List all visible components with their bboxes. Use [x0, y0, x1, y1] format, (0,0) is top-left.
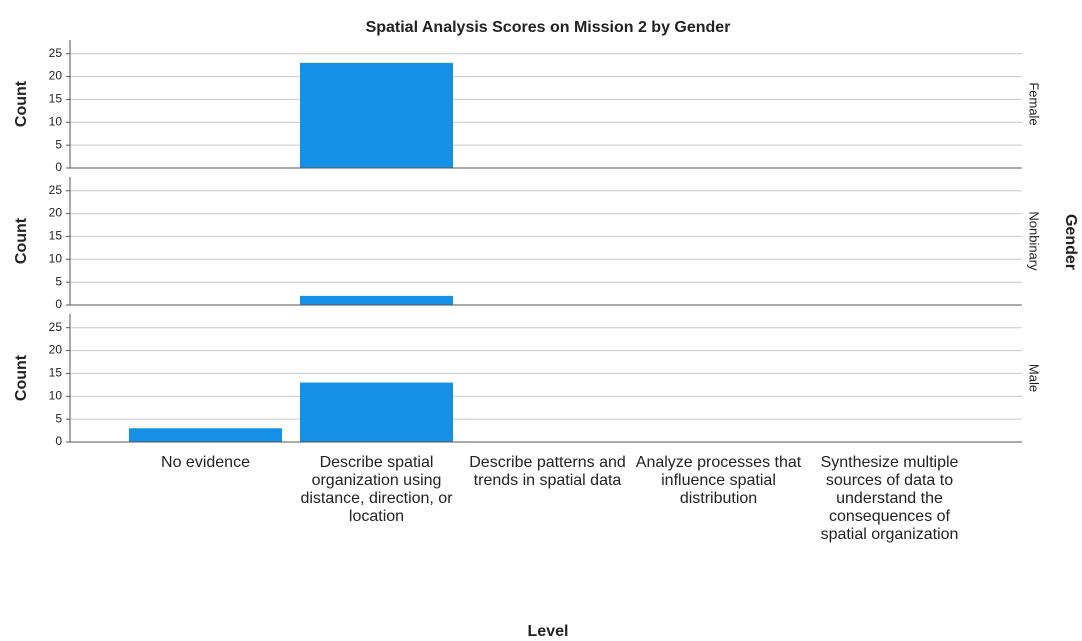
facet-label: Gender	[1062, 214, 1079, 270]
x-tick-label: Analyze processes that influence spatial…	[635, 454, 802, 507]
y-tick-label: 25	[49, 46, 63, 60]
y-tick-label: 0	[55, 434, 62, 448]
y-tick-label: 0	[55, 297, 62, 311]
bar	[300, 295, 453, 305]
y-tick-label: 15	[49, 92, 63, 106]
x-tick-label: Describe patterns and trends in spatial …	[469, 454, 626, 489]
x-tick-label: Synthesize multiple sources of data to u…	[820, 454, 959, 543]
y-tick-label: 5	[55, 137, 62, 151]
y-tick-label: 15	[49, 229, 63, 243]
bar	[129, 428, 282, 442]
bar	[300, 62, 453, 168]
x-tick-label: No evidence	[161, 454, 250, 471]
y-axis-label: Count	[13, 354, 30, 401]
y-tick-label: 20	[49, 206, 63, 220]
y-tick-label: 0	[55, 160, 62, 174]
y-tick-label: 5	[55, 411, 62, 425]
y-tick-label: 20	[49, 343, 63, 357]
y-tick-label: 20	[49, 69, 63, 83]
y-tick-label: 25	[49, 320, 63, 334]
bar	[300, 382, 453, 442]
facet-name: Female	[1027, 82, 1042, 125]
y-tick-label: 10	[49, 114, 63, 128]
y-tick-label: 10	[49, 388, 63, 402]
facet-name: Male	[1027, 364, 1042, 392]
y-tick-label: 5	[55, 274, 62, 288]
y-tick-label: 15	[49, 366, 63, 380]
y-tick-label: 10	[49, 251, 63, 265]
x-axis-label: Level	[528, 623, 569, 640]
y-axis-label: Count	[13, 217, 30, 264]
y-tick-label: 25	[49, 183, 63, 197]
chart-title: Spatial Analysis Scores on Mission 2 by …	[366, 19, 731, 36]
x-tick-label: Describe spatial organization using dist…	[300, 454, 453, 525]
y-axis-label: Count	[13, 80, 30, 127]
facet-name: Nonbinary	[1027, 211, 1042, 271]
